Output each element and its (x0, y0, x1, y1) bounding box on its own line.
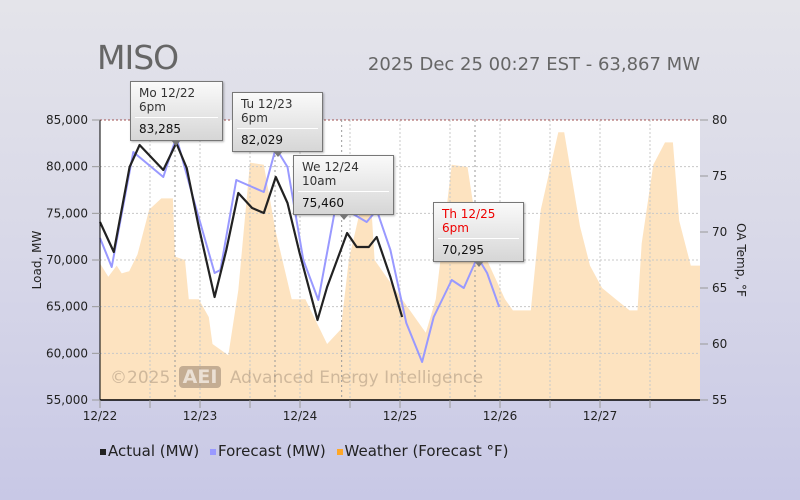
tooltip-value: 75,460 (302, 196, 344, 210)
legend-label: Forecast (MW) (218, 442, 326, 460)
legend-swatch-forecast (210, 449, 217, 455)
tooltip-tu: Tu 12/23 6pm 82,029 (232, 92, 323, 157)
watermark-company: Advanced Energy Intelligence (229, 368, 484, 388)
x-tick-label: 12/25 (383, 409, 418, 423)
status-readout: 2025 Dec 25 00:27 EST - 63,867 MW (367, 54, 700, 75)
x-tick-label: 12/23 (183, 409, 218, 423)
x-tick-label: 12/27 (583, 409, 618, 423)
tooltip-value: 82,029 (241, 133, 283, 147)
tooltip-th: Th 12/25 6pm 70,295 (433, 202, 524, 267)
x-tick-label: 12/22 (83, 409, 118, 423)
y-tick-label: 55,000 (46, 393, 88, 407)
legend-label: Weather (Forecast °F) (344, 442, 509, 460)
tooltip-mo: Mo 12/22 6pm 83,285 (130, 81, 223, 146)
tooltip-label: Mo 12/22 6pm (135, 82, 218, 118)
watermark-copyright: ©2025 (110, 368, 171, 388)
y2-tick-label: 55 (712, 393, 727, 407)
y2-tick-label: 80 (712, 113, 727, 127)
legend-label: Actual (MW) (108, 442, 200, 460)
y-tick-label: 80,000 (46, 160, 88, 174)
x-tick-label: 12/26 (483, 409, 518, 423)
y2-tick-label: 60 (712, 337, 727, 351)
y-tick-label: 70,000 (46, 253, 88, 267)
y-axis-title: Load, MW (30, 231, 44, 290)
y2-tick-label: 70 (712, 225, 727, 239)
y-tick-label: 85,000 (46, 113, 88, 127)
y2-tick-label: 75 (712, 169, 727, 183)
page-title: MISO (97, 38, 179, 77)
legend: Actual (MW) Forecast (MW) Weather (Forec… (100, 442, 515, 460)
watermark: ©2025 AEI Advanced Energy Intelligence (110, 366, 483, 388)
y-tick-label: 65,000 (46, 300, 88, 314)
aei-logo: AEI (178, 366, 222, 388)
tooltip-label: Th 12/25 6pm (438, 203, 519, 239)
y2-tick-label: 65 (712, 281, 727, 295)
actual-line (99, 141, 404, 322)
y-tick-label: 75,000 (46, 206, 88, 220)
tooltip-value: 70,295 (442, 243, 484, 257)
legend-swatch-actual (100, 449, 106, 455)
tooltip-label: Tu 12/23 6pm (237, 93, 318, 129)
y-tick-label: 60,000 (46, 346, 88, 360)
legend-swatch-weather (336, 449, 343, 455)
tooltip-label: We 12/24 10am (298, 156, 389, 192)
y2-axis-title: OA Temp, °F (734, 223, 748, 297)
x-tick-label: 12/24 (283, 409, 318, 423)
tooltip-we: We 12/24 10am 75,460 (293, 155, 394, 220)
legend-item-actual[interactable]: Actual (MW) (100, 442, 199, 460)
tooltip-value: 83,285 (139, 122, 181, 136)
legend-item-forecast[interactable]: Forecast (MW) (210, 442, 326, 460)
legend-item-weather[interactable]: Weather (Forecast °F) (336, 442, 509, 460)
